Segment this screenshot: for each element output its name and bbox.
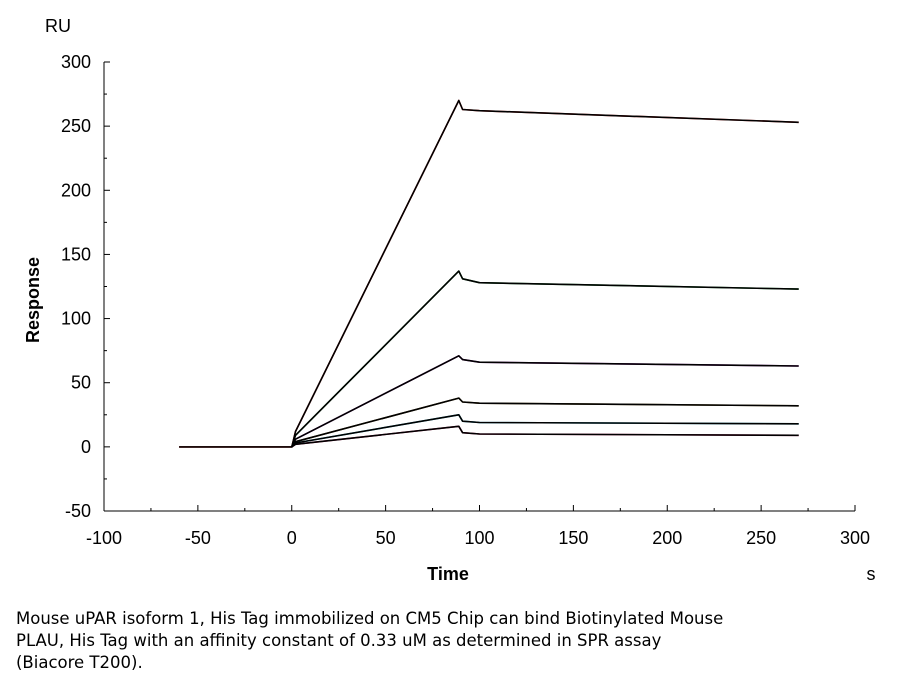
figure-caption: Mouse uPAR isoform 1, His Tag immobilize… [16, 608, 876, 674]
plot-area [179, 99, 799, 448]
spr-sensorgram-chart: -100 -50 0 50 100 150 200 250 300 300 250 200 150 100… [23, 16, 876, 584]
x-tick-label: 300 [840, 528, 870, 548]
x-tick-label: 100 [464, 528, 494, 548]
caption-line-3: (Biacore T200). [16, 653, 143, 672]
series-2-data-line [291, 270, 799, 448]
caption-line-2: PLAU, His Tag with an affinity constant … [16, 631, 662, 650]
series-6-fit-line [291, 425, 799, 448]
series-3-data-line [291, 354, 799, 448]
series-1-data-line [179, 99, 799, 448]
y-unit-label: RU [45, 16, 71, 36]
series-1-fit-line [179, 99, 799, 448]
series-5-fit-line [291, 413, 799, 448]
y-tick-label: 0 [81, 437, 91, 457]
caption-line-1: Mouse uPAR isoform 1, His Tag immobilize… [16, 609, 724, 628]
series-3-fit-line [291, 354, 799, 448]
x-tick-label: 50 [376, 528, 396, 548]
x-tick-label: -50 [185, 528, 211, 548]
series-2-fit-line [291, 270, 799, 448]
x-tick-label: 200 [652, 528, 682, 548]
y-tick-label: 50 [71, 373, 91, 393]
x-axis-title: Time [427, 564, 469, 584]
y-tick-label: 250 [61, 116, 91, 136]
y-tick-label: 300 [61, 52, 91, 72]
x-tick-label: -100 [86, 528, 122, 548]
x-tick-label: 250 [746, 528, 776, 548]
x-tick-label: 0 [287, 528, 297, 548]
x-unit-label: s [867, 564, 876, 584]
y-tick-label: 200 [61, 180, 91, 200]
y-tick-label: -50 [65, 501, 91, 521]
y-tick-label: 100 [61, 309, 91, 329]
axes: -100 -50 0 50 100 150 200 250 300 300 250 200 150 100… [61, 52, 870, 548]
x-tick-label: 150 [558, 528, 588, 548]
y-tick-label: 150 [61, 244, 91, 264]
y-axis-title: Response [23, 257, 43, 343]
